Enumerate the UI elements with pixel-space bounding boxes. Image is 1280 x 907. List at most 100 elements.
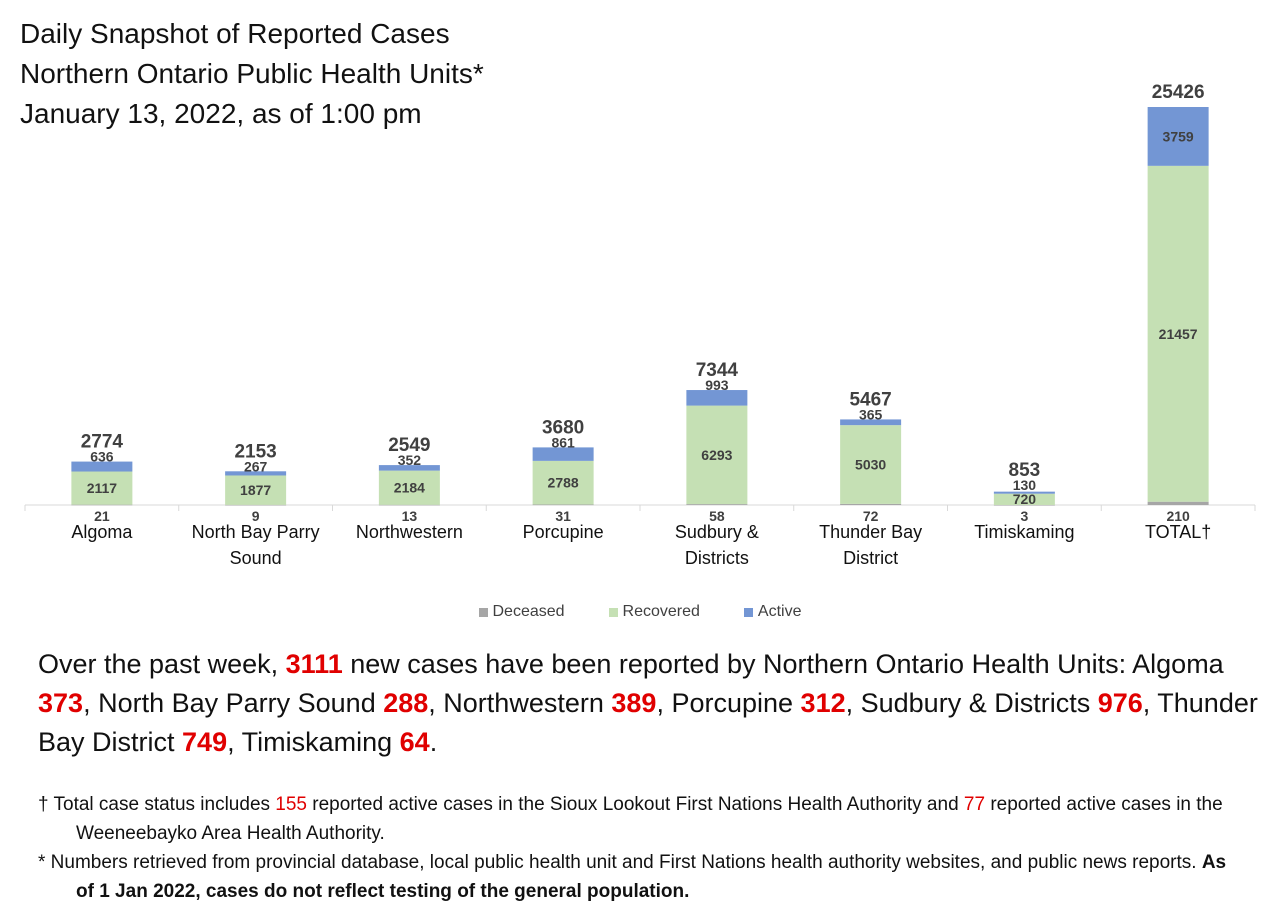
summary-unit-name: Algoma (1132, 649, 1224, 679)
data-label-deceased: 58 (709, 508, 725, 524)
data-label-recovered: 2117 (87, 480, 118, 496)
footnote-star-bold: As of 1 Jan 2022, cases do not reflect t… (76, 852, 1227, 902)
data-label-active: 993 (705, 377, 729, 393)
legend-swatch-deceased (478, 607, 488, 617)
summary-unit-name: Timiskaming (241, 727, 400, 757)
title-line-3: January 13, 2022, as of 1:00 pm (20, 98, 422, 129)
legend-item-deceased: Deceased (478, 603, 565, 621)
weekly-summary: Over the past week, 3111 new cases have … (38, 645, 1258, 762)
summary-unit-count: 64 (399, 727, 430, 757)
summary-unit-count: 288 (383, 688, 429, 718)
data-label-total: 5467 (849, 389, 891, 410)
x-tick-label: Sound (230, 548, 282, 568)
chart-legend: Deceased Recovered Active (0, 603, 1280, 621)
summary-unit-count: 373 (38, 688, 84, 718)
data-label-active: 130 (1013, 477, 1037, 493)
summary-separator: , (83, 688, 99, 718)
data-label-deceased: 21 (94, 508, 110, 524)
summary-intro: Over the past week, (38, 649, 286, 679)
x-tick-label: District (843, 548, 898, 568)
data-label-total: 3680 (542, 417, 584, 438)
bar-recovered (532, 460, 594, 505)
summary-unit-name: North Bay Parry Sound (98, 688, 384, 718)
summary-unit-count: 749 (182, 727, 228, 757)
bar-active (993, 491, 1055, 494)
summary-separator: , (1142, 688, 1158, 718)
bar-deceased (1147, 501, 1209, 505)
bar-active (840, 419, 902, 426)
legend-label-active: Active (757, 603, 802, 620)
data-label-active: 3759 (1163, 128, 1194, 144)
x-tick-label: Districts (685, 548, 749, 568)
data-label-recovered: 2184 (394, 480, 425, 496)
summary-separator: , (845, 688, 861, 718)
data-label-total: 2153 (234, 441, 276, 462)
summary-separator: , (428, 688, 444, 718)
summary-text: new cases have been reported by Northern… (342, 649, 1133, 679)
summary-unit-name: Thunder Bay District (38, 688, 1258, 757)
x-tick-label: Timiskaming (974, 522, 1074, 542)
bar-deceased (532, 504, 594, 506)
legend-label-recovered: Recovered (622, 603, 700, 620)
data-label-recovered: 1877 (240, 482, 271, 498)
data-label-deceased: 31 (555, 508, 571, 524)
data-label-deceased: 3 (1020, 508, 1028, 524)
data-label-recovered: 2788 (548, 475, 579, 491)
x-tick-label: Thunder Bay (819, 522, 922, 542)
legend-label-deceased: Deceased (492, 603, 565, 620)
title-line-1: Daily Snapshot of Reported Cases (20, 18, 450, 49)
bar-recovered (378, 470, 440, 505)
bar-deceased (840, 503, 902, 505)
data-label-deceased: 13 (402, 508, 418, 524)
bar-recovered (686, 405, 748, 505)
footnote-dagger: † Total case status includes 155 reporte… (38, 790, 1248, 848)
legend-item-active: Active (743, 603, 802, 621)
x-tick-label: Sudbury & (675, 522, 759, 542)
x-tick-label: Northwestern (356, 522, 463, 542)
legend-swatch-active (743, 607, 753, 617)
data-label-active: 267 (244, 458, 268, 474)
data-label-total: 2549 (388, 435, 430, 456)
bar-active (686, 390, 748, 406)
bar-recovered (225, 475, 287, 505)
x-tick-label: Algoma (71, 522, 133, 542)
data-label-total: 25426 (1152, 82, 1205, 103)
summary-unit-count: 312 (800, 688, 846, 718)
footnote-star: * Numbers retrieved from provincial data… (38, 848, 1248, 906)
data-label-total: 853 (1009, 460, 1041, 481)
data-label-active: 352 (398, 452, 422, 468)
bar-active (1147, 107, 1209, 166)
chart-title: Daily Snapshot of Reported Cases Norther… (20, 14, 484, 134)
data-label-deceased: 72 (863, 508, 879, 524)
data-label-deceased: 210 (1166, 508, 1190, 524)
data-label-total: 2774 (81, 432, 124, 453)
summary-total-new: 3111 (285, 649, 343, 679)
data-label-recovered: 21457 (1159, 326, 1198, 342)
x-tick-label: Porcupine (523, 522, 604, 542)
bar-active (532, 447, 594, 461)
bar-deceased (71, 504, 133, 506)
bar-recovered (1147, 165, 1209, 502)
data-label-recovered: 6293 (701, 447, 732, 463)
data-label-deceased: 9 (252, 508, 260, 524)
x-tick-label: North Bay Parry (192, 522, 320, 542)
data-label-active: 365 (859, 406, 883, 422)
bar-recovered (840, 425, 902, 504)
summary-units: Algoma 373, North Bay Parry Sound 288, N… (38, 649, 1258, 757)
bar-active (378, 465, 440, 471)
bar-deceased (993, 504, 1055, 506)
footnote-dagger-part2: reported active cases in the Sioux Looko… (307, 794, 964, 815)
summary-separator: . (429, 727, 438, 757)
bar-active (71, 461, 133, 472)
bar-recovered (71, 471, 133, 505)
data-label-recovered: 5030 (855, 457, 886, 473)
footnote-dagger-part1: † Total case status includes (38, 794, 276, 815)
bar-active (225, 471, 287, 476)
summary-separator: , (656, 688, 672, 718)
footnote-star-part1: * Numbers retrieved from provincial data… (38, 852, 1202, 873)
footnotes: † Total case status includes 155 reporte… (38, 790, 1248, 906)
bar-recovered (993, 493, 1055, 505)
footnote-weeneebayko-count: 77 (963, 794, 986, 815)
bar-deceased (225, 504, 287, 506)
